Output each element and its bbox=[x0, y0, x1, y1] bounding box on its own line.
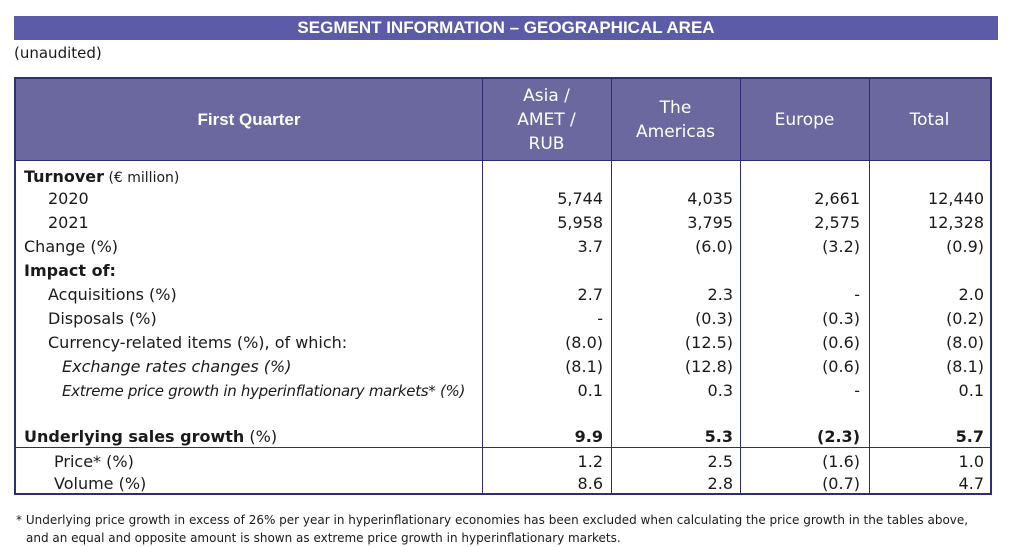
segment-table: First Quarter Asia / AMET / RUB The America… bbox=[14, 77, 992, 495]
header-asia: Asia / AMET / RUB bbox=[517, 85, 576, 154]
header-divider bbox=[16, 160, 990, 161]
unaudited-note: (unaudited) bbox=[14, 44, 102, 62]
header-period: First Quarter bbox=[197, 109, 301, 129]
table-row: Turnover (€ million) bbox=[24, 167, 180, 186]
column-divider bbox=[482, 79, 483, 493]
column-divider bbox=[869, 79, 870, 493]
table-row: Impact of: bbox=[24, 261, 116, 280]
table-row: Disposals (%) - (0.3) (0.3) (0.2) bbox=[48, 309, 984, 328]
table-row: Acquisitions (%) 2.7 2.3 - 2.0 bbox=[48, 285, 984, 304]
footnote: * Underlying price growth in excess of 2… bbox=[16, 513, 969, 545]
table-row: Extreme price growth in hyperinflationar… bbox=[62, 381, 984, 400]
table-row: Currency-related items (%), of which: (8… bbox=[48, 333, 984, 352]
table-row: Change (%) 3.7 (6.0) (3.2) (0.9) bbox=[24, 237, 984, 256]
column-divider bbox=[611, 79, 612, 493]
header-europe: Europe bbox=[774, 109, 835, 130]
header-total: Total bbox=[909, 109, 950, 130]
table-row: Volume (%) 8.6 2.8 (0.7) 4.7 bbox=[54, 474, 984, 493]
table-row: 2020 5,744 4,035 2,661 12,440 bbox=[48, 189, 984, 208]
table-row: Price* (%) 1.2 2.5 (1.6) 1.0 bbox=[54, 452, 984, 471]
section-divider bbox=[16, 447, 990, 448]
header-americas: The Americas bbox=[636, 97, 715, 142]
table-row: 2021 5,958 3,795 2,575 12,328 bbox=[48, 213, 984, 232]
section-title: SEGMENT INFORMATION – GEOGRAPHICAL AREA bbox=[14, 16, 998, 40]
table-header: First Quarter Asia / AMET / RUB The America… bbox=[16, 79, 990, 160]
table-row: Exchange rates changes (%) (8.1) (12.8) … bbox=[62, 357, 984, 376]
table-row: Underlying sales growth (%) 9.9 5.3 (2.3… bbox=[24, 427, 984, 446]
column-divider bbox=[740, 79, 741, 493]
